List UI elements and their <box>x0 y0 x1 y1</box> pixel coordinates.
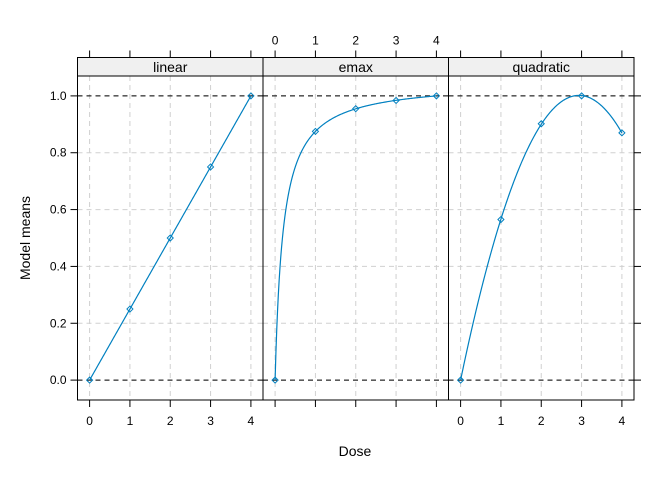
x-tick-label: 3 <box>578 414 585 428</box>
y-tick-label: 0.6 <box>50 203 67 217</box>
model-curve <box>460 94 623 381</box>
x-tick-label: 2 <box>538 414 545 428</box>
panel-quadratic: quadratic 0 1 2 3 4 <box>448 50 635 428</box>
y-axis-label: Model means <box>17 196 33 280</box>
x-tick-label: 1 <box>127 414 134 428</box>
x-tick-label: 0 <box>86 414 93 428</box>
x-tick-label: 4 <box>248 414 255 428</box>
model-curve <box>274 95 437 381</box>
x-tick-label-top: 0 <box>272 34 279 48</box>
strip-label: emax <box>339 59 373 75</box>
data-point <box>85 376 94 384</box>
panel-linear: linear 0 1 2 3 4 <box>77 50 264 428</box>
x-tick-label: 2 <box>167 414 174 428</box>
data-point <box>247 92 255 100</box>
y-tick-label: 0.8 <box>50 146 67 160</box>
strip-label: linear <box>153 59 188 75</box>
data-point <box>577 92 586 100</box>
data-point <box>497 215 505 224</box>
x-tick-label: 3 <box>207 414 214 428</box>
data-point <box>311 127 320 136</box>
y-tick-label: 0.0 <box>50 373 67 387</box>
model-curve <box>89 95 252 381</box>
panel-emax: emax 0 1 2 3 4 <box>262 34 449 407</box>
x-tick-label-top: 4 <box>433 34 440 48</box>
data-point <box>392 96 400 105</box>
x-tick-label-top: 2 <box>352 34 359 48</box>
y-tick-label: 1.0 <box>50 89 67 103</box>
x-axis-label: Dose <box>339 443 372 459</box>
data-point <box>166 234 174 242</box>
x-tick-label-top: 1 <box>312 34 319 48</box>
x-tick-label: 4 <box>619 414 626 428</box>
data-point <box>271 376 279 384</box>
data-point <box>352 104 360 113</box>
y-tick-label: 0.4 <box>50 259 67 273</box>
strip-label: quadratic <box>512 59 570 75</box>
y-tick-label: 0.2 <box>50 316 67 330</box>
data-point <box>432 92 441 100</box>
data-point <box>618 129 626 137</box>
data-point <box>126 305 134 313</box>
data-point <box>206 163 215 171</box>
x-tick-label: 1 <box>498 414 505 428</box>
x-tick-label: 0 <box>457 414 464 428</box>
data-point <box>456 376 465 384</box>
x-tick-label-top: 3 <box>393 34 400 48</box>
data-point <box>537 120 545 128</box>
